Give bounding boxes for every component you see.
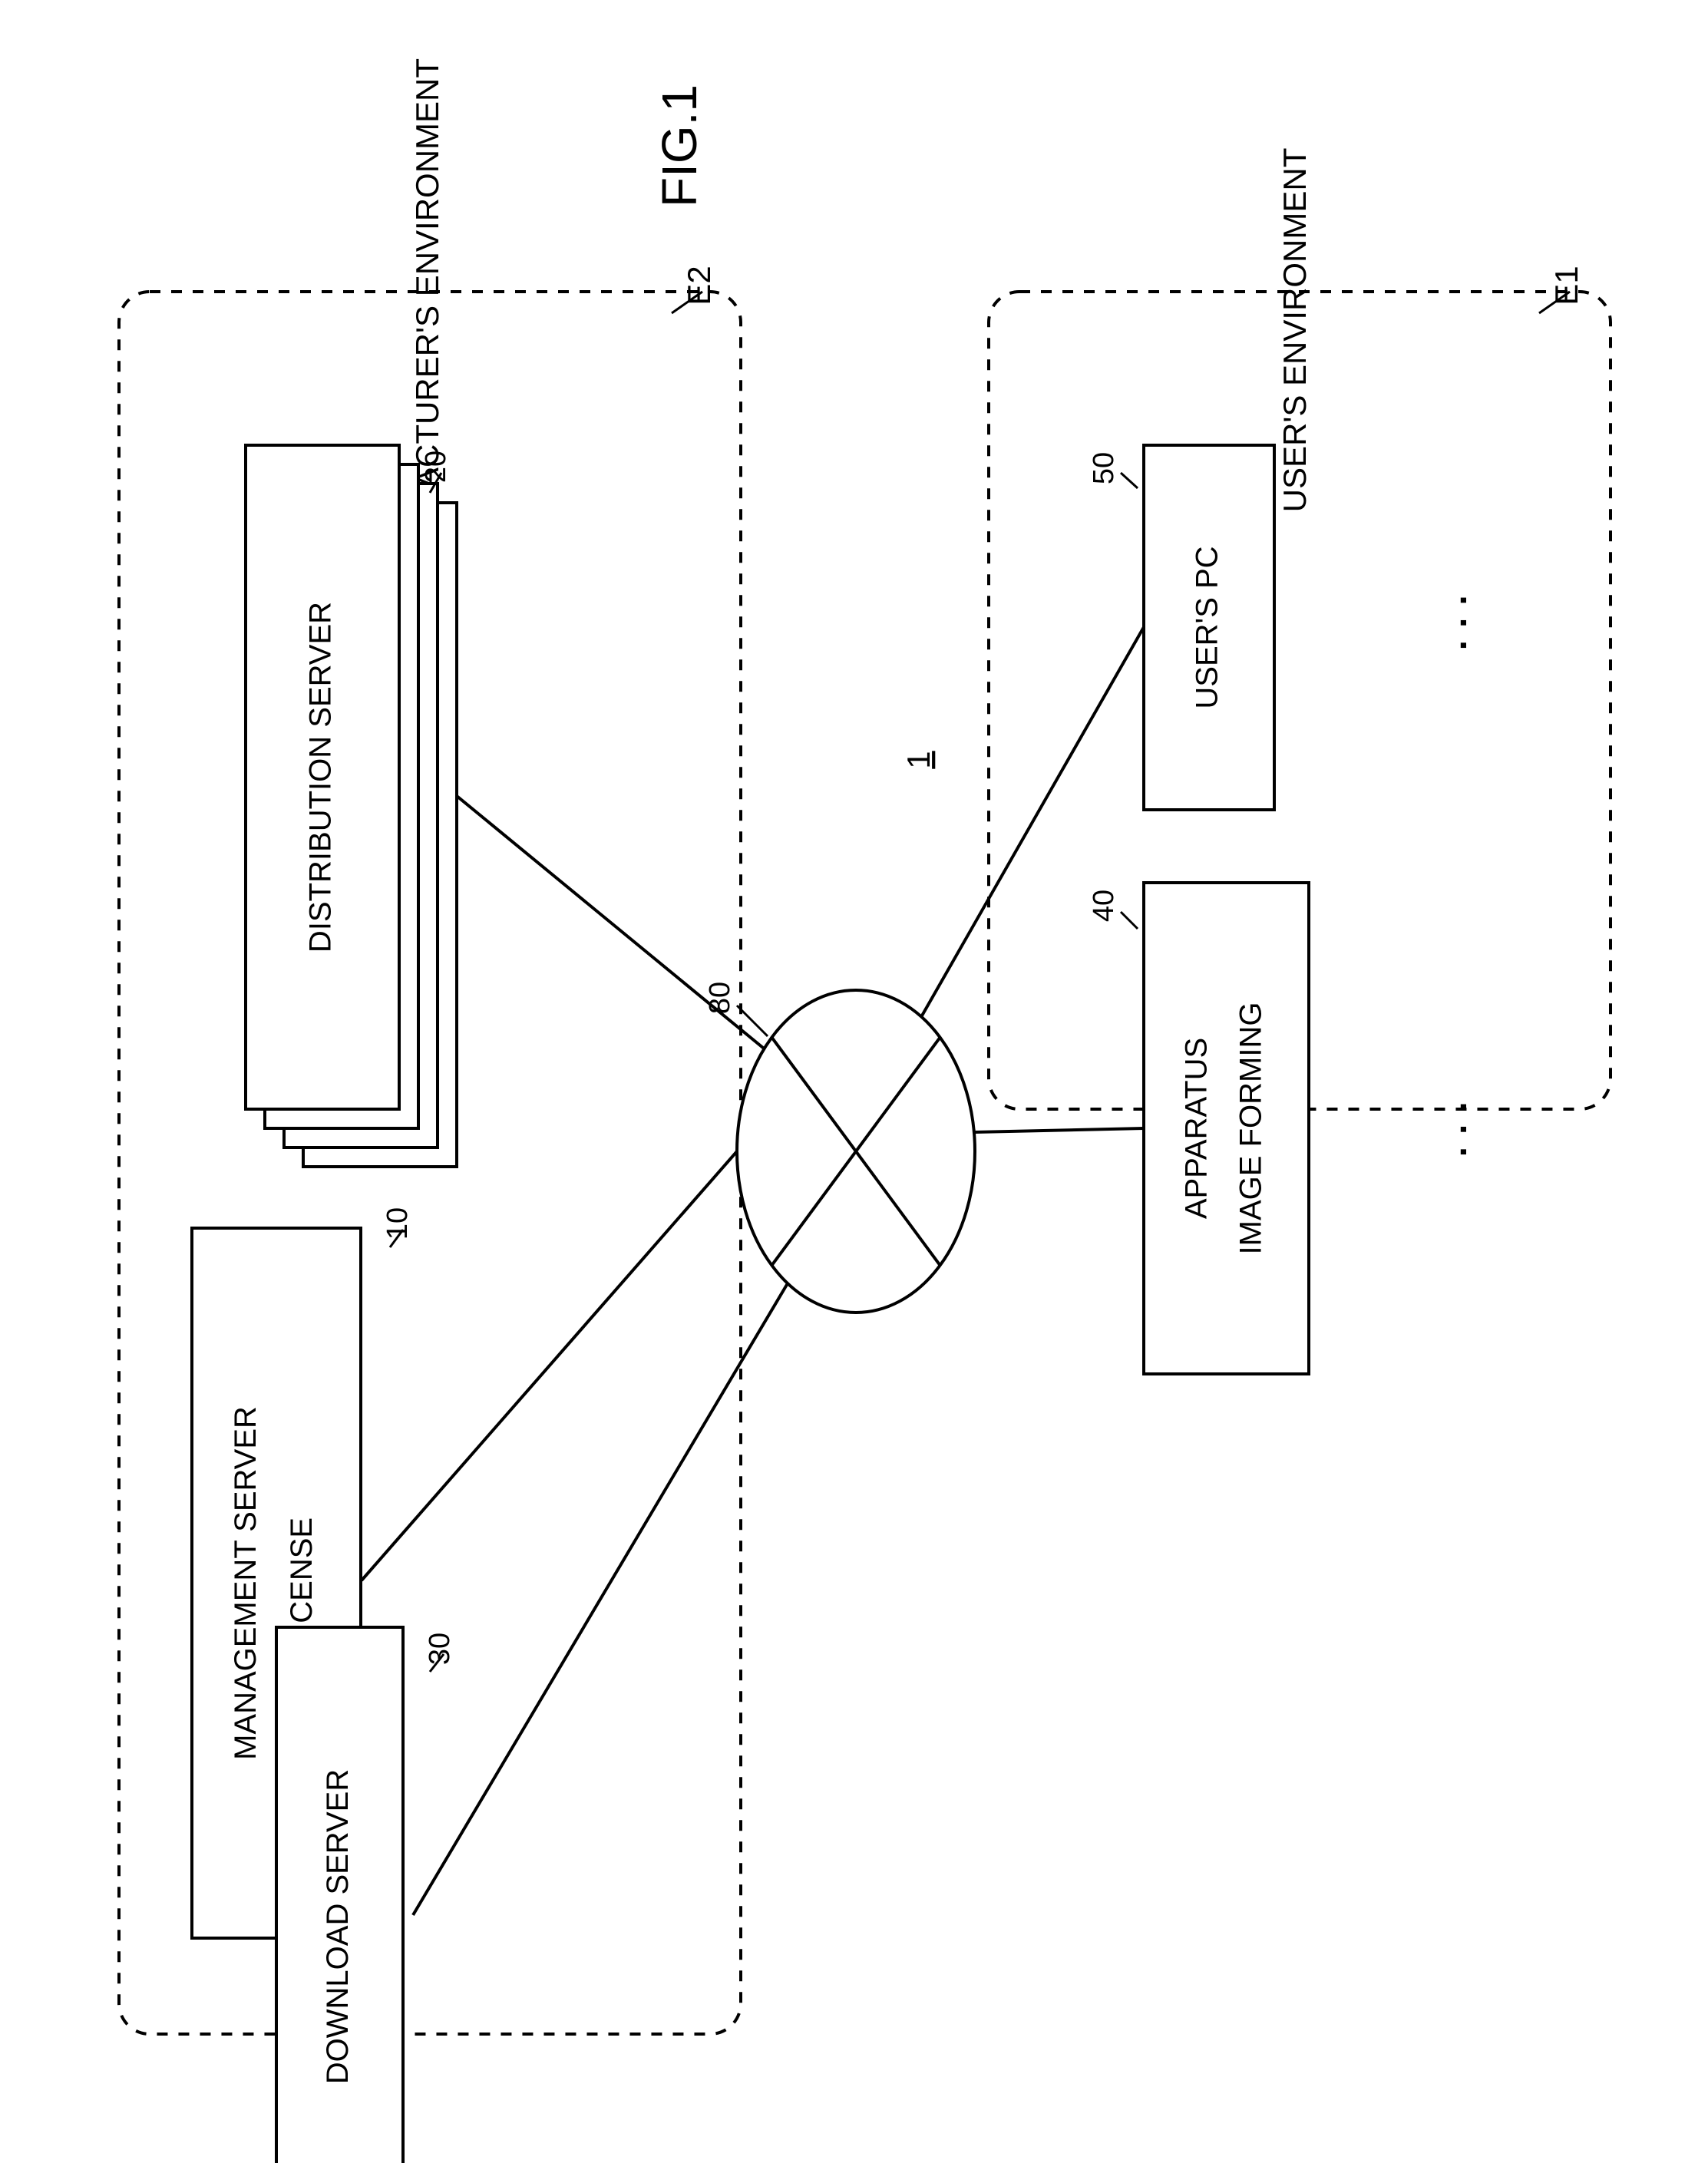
distribution-server-label: DISTRIBUTION SERVER <box>304 602 338 953</box>
system-id: 1 <box>900 751 937 768</box>
connection-edge <box>362 1151 737 1580</box>
diagram-container: FIG.11MANUFACTURER'S ENVIRONMENTE2USER'S… <box>0 0 1708 2163</box>
users-pc-label: USER'S PC <box>1191 546 1224 708</box>
users-pc-id: 50 <box>1088 452 1120 484</box>
image-apparatus-box <box>1144 883 1309 1374</box>
connection-edge <box>921 627 1144 1017</box>
license-server-label-2: MANAGEMENT SERVER <box>229 1406 263 1760</box>
network-id: 80 <box>704 982 736 1014</box>
user-env-id: E1 <box>1548 266 1584 305</box>
distribution-server-id: 20 <box>420 451 452 483</box>
system-diagram: FIG.11MANUFACTURER'S ENVIRONMENTE2USER'S… <box>0 0 1708 2163</box>
ellipsis-pc: · · · <box>1444 593 1485 651</box>
connection-edge <box>973 1128 1144 1132</box>
image-apparatus-id: 40 <box>1088 890 1120 922</box>
user-env-label: USER'S ENVIRONMENT <box>1277 148 1313 513</box>
download-server-id: 30 <box>424 1633 456 1665</box>
connection-edge <box>413 1283 788 1915</box>
license-server-id: 10 <box>382 1207 414 1240</box>
image-apparatus-label-1: IMAGE FORMING <box>1234 1002 1267 1255</box>
ellipsis-apparatus: · · · <box>1444 1100 1485 1157</box>
image-apparatus-label-2: APPARATUS <box>1180 1038 1214 1219</box>
download-server-label: DOWNLOAD SERVER <box>321 1769 355 2084</box>
manufacturer-env-id: E2 <box>681 266 717 305</box>
figure-title: FIG.1 <box>652 84 707 207</box>
